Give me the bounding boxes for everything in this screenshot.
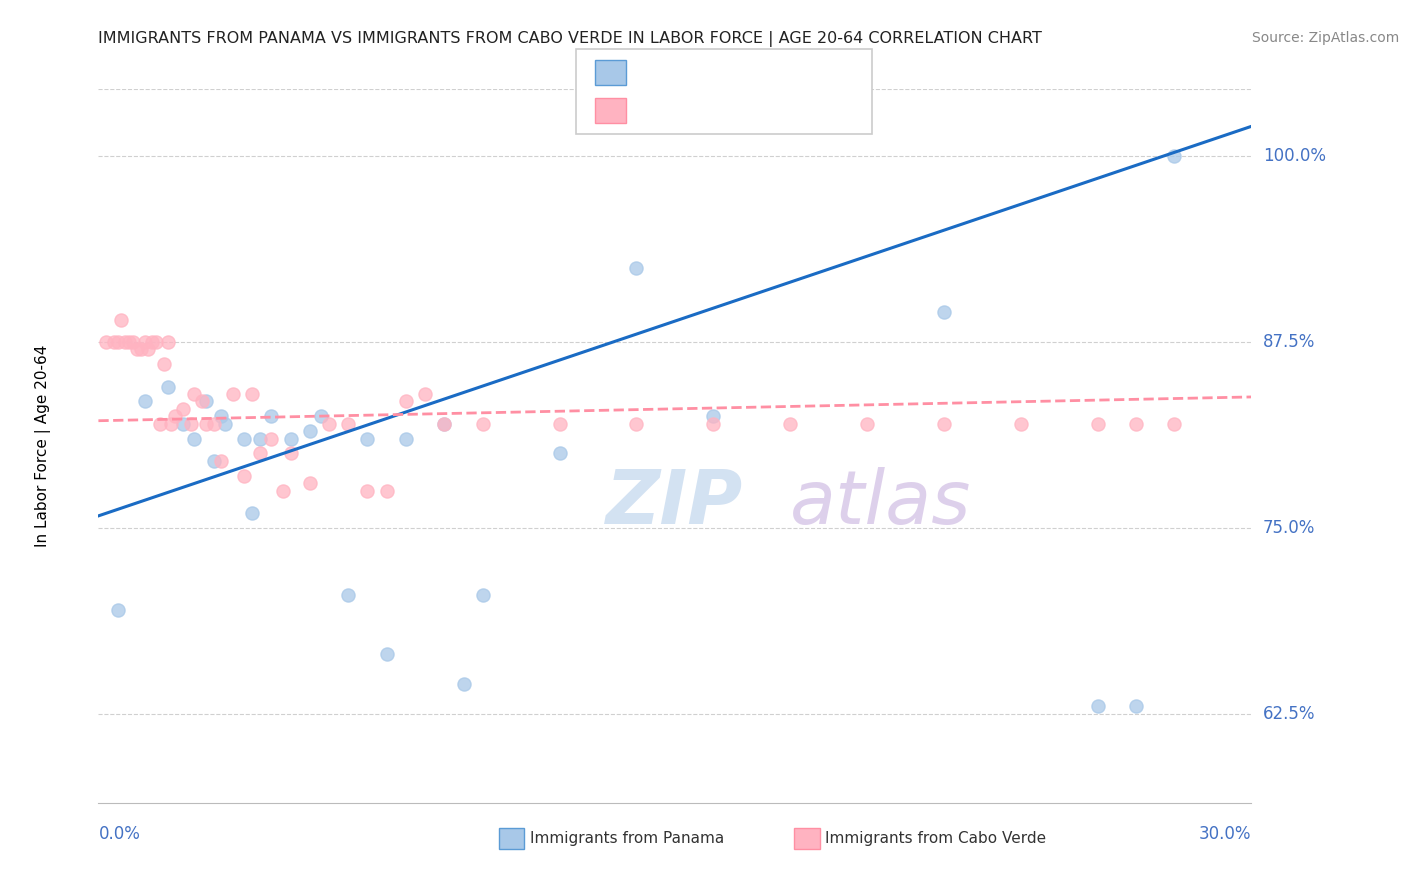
Text: Source: ZipAtlas.com: Source: ZipAtlas.com — [1251, 31, 1399, 45]
Point — [233, 432, 256, 446]
Point — [626, 260, 648, 275]
Point — [1163, 149, 1185, 163]
Point — [110, 312, 132, 326]
Point — [932, 417, 955, 431]
Point — [280, 446, 302, 460]
Point — [337, 417, 360, 431]
Text: ZIP: ZIP — [606, 467, 742, 540]
Point — [298, 476, 321, 491]
Point — [1087, 417, 1109, 431]
Point — [160, 417, 183, 431]
Point — [202, 417, 225, 431]
Point — [433, 417, 456, 431]
Point — [471, 417, 494, 431]
Point — [240, 387, 263, 401]
Point — [107, 602, 129, 616]
Point — [395, 394, 418, 409]
Point — [471, 588, 494, 602]
Point — [195, 394, 218, 409]
Point — [156, 379, 179, 393]
Point — [453, 677, 475, 691]
Point — [311, 409, 333, 424]
Point — [702, 409, 724, 424]
Point — [222, 387, 245, 401]
Text: Immigrants from Cabo Verde: Immigrants from Cabo Verde — [825, 831, 1046, 846]
Point — [1163, 417, 1185, 431]
Point — [356, 432, 378, 446]
Text: In Labor Force | Age 20-64: In Labor Force | Age 20-64 — [35, 345, 51, 547]
Point — [165, 409, 187, 424]
Point — [191, 394, 214, 409]
Point — [118, 334, 141, 349]
Point — [129, 343, 152, 357]
Point — [156, 334, 179, 349]
Point — [172, 401, 194, 416]
Text: N = 36: N = 36 — [766, 63, 828, 81]
Point — [107, 334, 129, 349]
Point — [356, 483, 378, 498]
Point — [856, 417, 879, 431]
Point — [149, 417, 172, 431]
Text: 0.0%: 0.0% — [98, 825, 141, 843]
Point — [134, 334, 156, 349]
Text: 75.0%: 75.0% — [1263, 519, 1315, 537]
Point — [209, 454, 232, 468]
Point — [172, 417, 194, 431]
Point — [1125, 417, 1147, 431]
Point — [134, 394, 156, 409]
Point — [318, 417, 340, 431]
Text: R = 0.510: R = 0.510 — [633, 63, 723, 81]
Point — [337, 588, 360, 602]
Point — [214, 417, 236, 431]
Point — [271, 483, 294, 498]
Text: Immigrants from Panama: Immigrants from Panama — [530, 831, 724, 846]
Point — [1087, 699, 1109, 714]
Point — [395, 432, 418, 446]
Point — [1010, 417, 1032, 431]
Point — [209, 409, 232, 424]
Point — [138, 343, 160, 357]
Point — [548, 446, 571, 460]
Point — [626, 417, 648, 431]
Point — [195, 417, 218, 431]
Point — [183, 432, 205, 446]
Point — [1125, 699, 1147, 714]
Point — [233, 468, 256, 483]
Point — [103, 334, 125, 349]
Point — [183, 387, 205, 401]
Point — [548, 417, 571, 431]
Point — [260, 432, 283, 446]
Point — [413, 387, 436, 401]
Point — [94, 334, 117, 349]
Point — [152, 357, 174, 371]
Point — [180, 417, 202, 431]
Point — [280, 432, 302, 446]
Point — [779, 417, 801, 431]
Point — [298, 424, 321, 438]
Point — [375, 647, 398, 661]
Point — [114, 334, 136, 349]
Point — [932, 305, 955, 319]
Text: IMMIGRANTS FROM PANAMA VS IMMIGRANTS FROM CABO VERDE IN LABOR FORCE | AGE 20-64 : IMMIGRANTS FROM PANAMA VS IMMIGRANTS FRO… — [98, 31, 1042, 47]
Point — [260, 409, 283, 424]
Text: N = 51: N = 51 — [766, 102, 828, 120]
Point — [145, 334, 167, 349]
Text: atlas: atlas — [790, 467, 972, 539]
Point — [125, 343, 148, 357]
Text: 30.0%: 30.0% — [1199, 825, 1251, 843]
Text: 62.5%: 62.5% — [1263, 705, 1316, 723]
Text: 87.5%: 87.5% — [1263, 333, 1315, 351]
Text: R = 0.061: R = 0.061 — [633, 102, 723, 120]
Point — [202, 454, 225, 468]
Point — [240, 506, 263, 520]
Point — [141, 334, 163, 349]
Point — [702, 417, 724, 431]
Point — [375, 483, 398, 498]
Point — [249, 432, 271, 446]
Point — [433, 417, 456, 431]
Text: 100.0%: 100.0% — [1263, 147, 1326, 165]
Point — [122, 334, 145, 349]
Point — [249, 446, 271, 460]
